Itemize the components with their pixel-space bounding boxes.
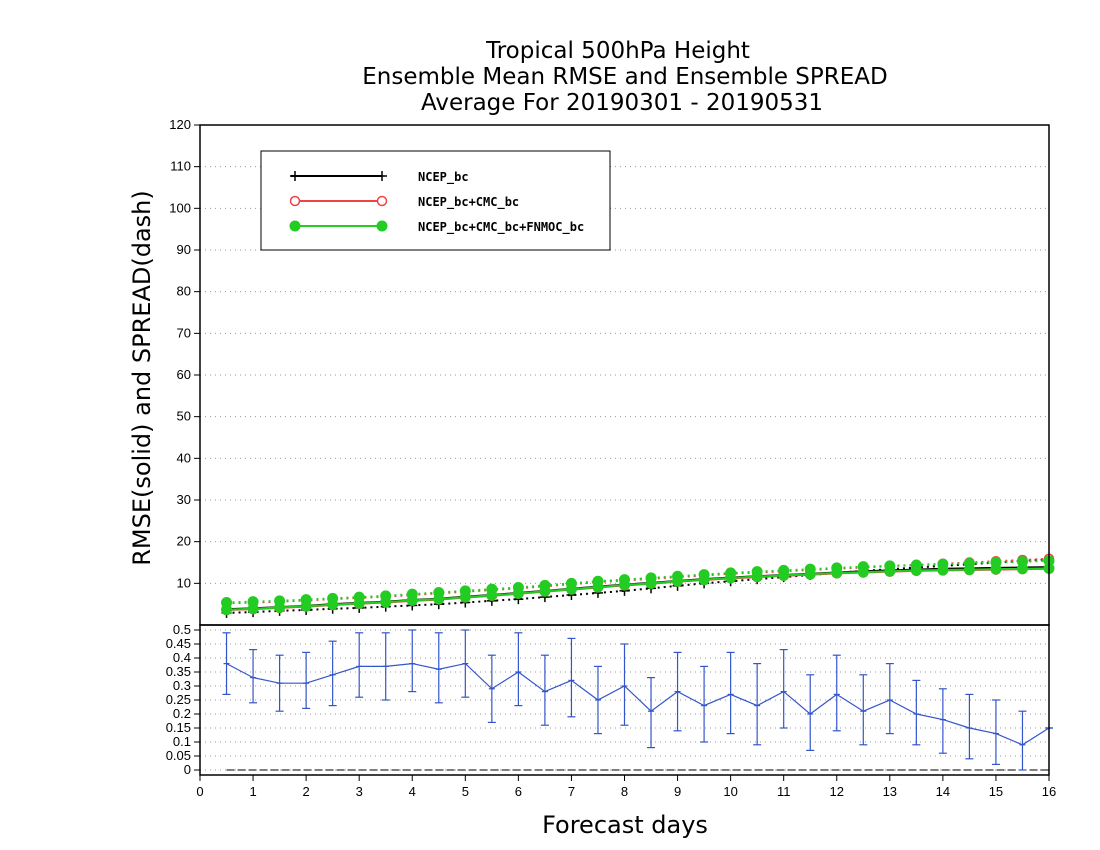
- x-tick-label: 7: [568, 784, 575, 799]
- top-y-tick-label: 120: [169, 117, 191, 132]
- legend-marker-2: [376, 220, 388, 232]
- top-y-tick-label: 40: [177, 450, 191, 465]
- rmse-point-2: [247, 603, 259, 615]
- bottom-y-tick-label: 0.2: [173, 706, 191, 721]
- top-y-tick-label: 70: [177, 325, 191, 340]
- rmse-point-2: [433, 593, 445, 605]
- x-tick-label: 11: [777, 784, 791, 799]
- difference-line: [226, 662, 1050, 746]
- x-tick-label: 8: [621, 784, 628, 799]
- rmse-point-2: [327, 599, 339, 611]
- legend-label-ncep-cmc: NCEP_bc+CMC_bc: [418, 195, 519, 210]
- rmse-point-2: [221, 604, 233, 616]
- rmse-point-2: [486, 589, 498, 601]
- x-tick-label: 15: [989, 784, 1003, 799]
- rmse-point-2: [274, 602, 286, 613]
- rmse-point-2: [565, 583, 577, 595]
- rmse-point-2: [672, 575, 684, 587]
- rmse-point-2: [725, 572, 737, 584]
- x-tick-label: 14: [936, 784, 950, 799]
- rmse-point-2: [751, 571, 763, 583]
- axes-layer: 10203040506070809010011012000.050.10.150…: [166, 117, 1057, 799]
- x-tick-label: 2: [303, 784, 310, 799]
- bottom-y-tick-label: 0.15: [166, 720, 191, 735]
- y-axis-label: RMSE(solid) and SPREAD(dash): [128, 190, 156, 566]
- rmse-point-2: [645, 577, 657, 589]
- bottom-y-tick-label: 0.4: [173, 650, 191, 665]
- top-y-tick-label: 60: [177, 367, 191, 382]
- bottom-y-tick-label: 0: [184, 762, 191, 777]
- x-tick-label: 16: [1042, 784, 1056, 799]
- rmse-point-2: [804, 568, 816, 580]
- x-axis-label: Forecast days: [542, 811, 708, 839]
- rmse-point-2: [592, 581, 604, 593]
- spread-line-2: [226, 559, 1050, 604]
- chart-title-line-1: Tropical 500hPa Height: [485, 38, 750, 64]
- rmse-point-2: [990, 563, 1002, 575]
- chart-title-line-2: Ensemble Mean RMSE and Ensemble SPREAD: [362, 64, 887, 90]
- x-tick-label: 3: [356, 784, 363, 799]
- top-y-tick-label: 30: [177, 492, 191, 507]
- x-tick-label: 1: [249, 784, 256, 799]
- legend-label-ncep-cmc-fnmoc: NCEP_bc+CMC_bc+FNMOC_bc: [418, 220, 584, 235]
- legend-marker-1: [289, 195, 301, 207]
- legend: NCEP_bc NCEP_bc+CMC_bc NCEP_bc+CMC_bc+FN…: [260, 150, 611, 251]
- x-tick-label: 13: [883, 784, 897, 799]
- rmse-point-2: [963, 564, 975, 576]
- top-y-tick-label: 20: [177, 534, 191, 549]
- rmse-point-2: [406, 594, 418, 606]
- rmse-point-2: [1016, 563, 1028, 575]
- bottom-y-tick-label: 0.3: [173, 678, 191, 693]
- x-tick-label: 9: [674, 784, 681, 799]
- x-tick-label: 12: [830, 784, 844, 799]
- legend-label-ncep-bc: NCEP_bc: [418, 170, 469, 185]
- rmse-point-2: [778, 569, 790, 581]
- chart-title-line-3: Average For 20190301 - 20190531: [421, 90, 823, 116]
- rmse-point-2: [857, 566, 869, 578]
- x-tick-label: 10: [723, 784, 737, 799]
- rmse-point-2: [380, 596, 392, 608]
- legend-marker-2: [289, 220, 301, 232]
- top-y-tick-label: 80: [177, 284, 191, 299]
- rmse-point-2: [910, 564, 922, 576]
- legend-marker-1: [376, 195, 388, 207]
- rmse-point-2: [300, 600, 312, 612]
- rmse-point-2: [353, 597, 365, 609]
- rmse-point-2: [831, 567, 843, 579]
- top-y-tick-label: 100: [169, 200, 191, 215]
- bottom-y-tick-label: 0.05: [166, 748, 191, 763]
- x-tick-label: 4: [409, 784, 416, 799]
- top-y-tick-label: 50: [177, 409, 191, 424]
- x-tick-label: 0: [196, 784, 203, 799]
- bottom-y-tick-label: 0.45: [166, 636, 191, 651]
- bottom-y-tick-label: 0.1: [173, 734, 191, 749]
- spread-line-1: [226, 557, 1050, 605]
- top-y-tick-label: 90: [177, 242, 191, 257]
- top-y-tick-label: 10: [177, 575, 191, 590]
- rmse-point-2: [619, 579, 630, 591]
- bottom-y-tick-label: 0.5: [173, 622, 191, 637]
- x-tick-label: 5: [462, 784, 469, 799]
- top-y-tick-label: 110: [170, 159, 191, 174]
- rmse-point-2: [937, 564, 949, 576]
- data-layer: [221, 553, 1055, 771]
- rmse-point-2: [459, 591, 471, 603]
- rmse-line-2: [226, 567, 1050, 611]
- bottom-y-tick-label: 0.35: [166, 664, 191, 679]
- rmse-point-2: [512, 587, 524, 599]
- rmse-point-2: [884, 565, 896, 577]
- rmse-point-2: [539, 585, 551, 597]
- bottom-y-tick-label: 0.25: [166, 692, 191, 707]
- rmse-point-2: [698, 574, 710, 586]
- x-tick-label: 6: [515, 784, 522, 799]
